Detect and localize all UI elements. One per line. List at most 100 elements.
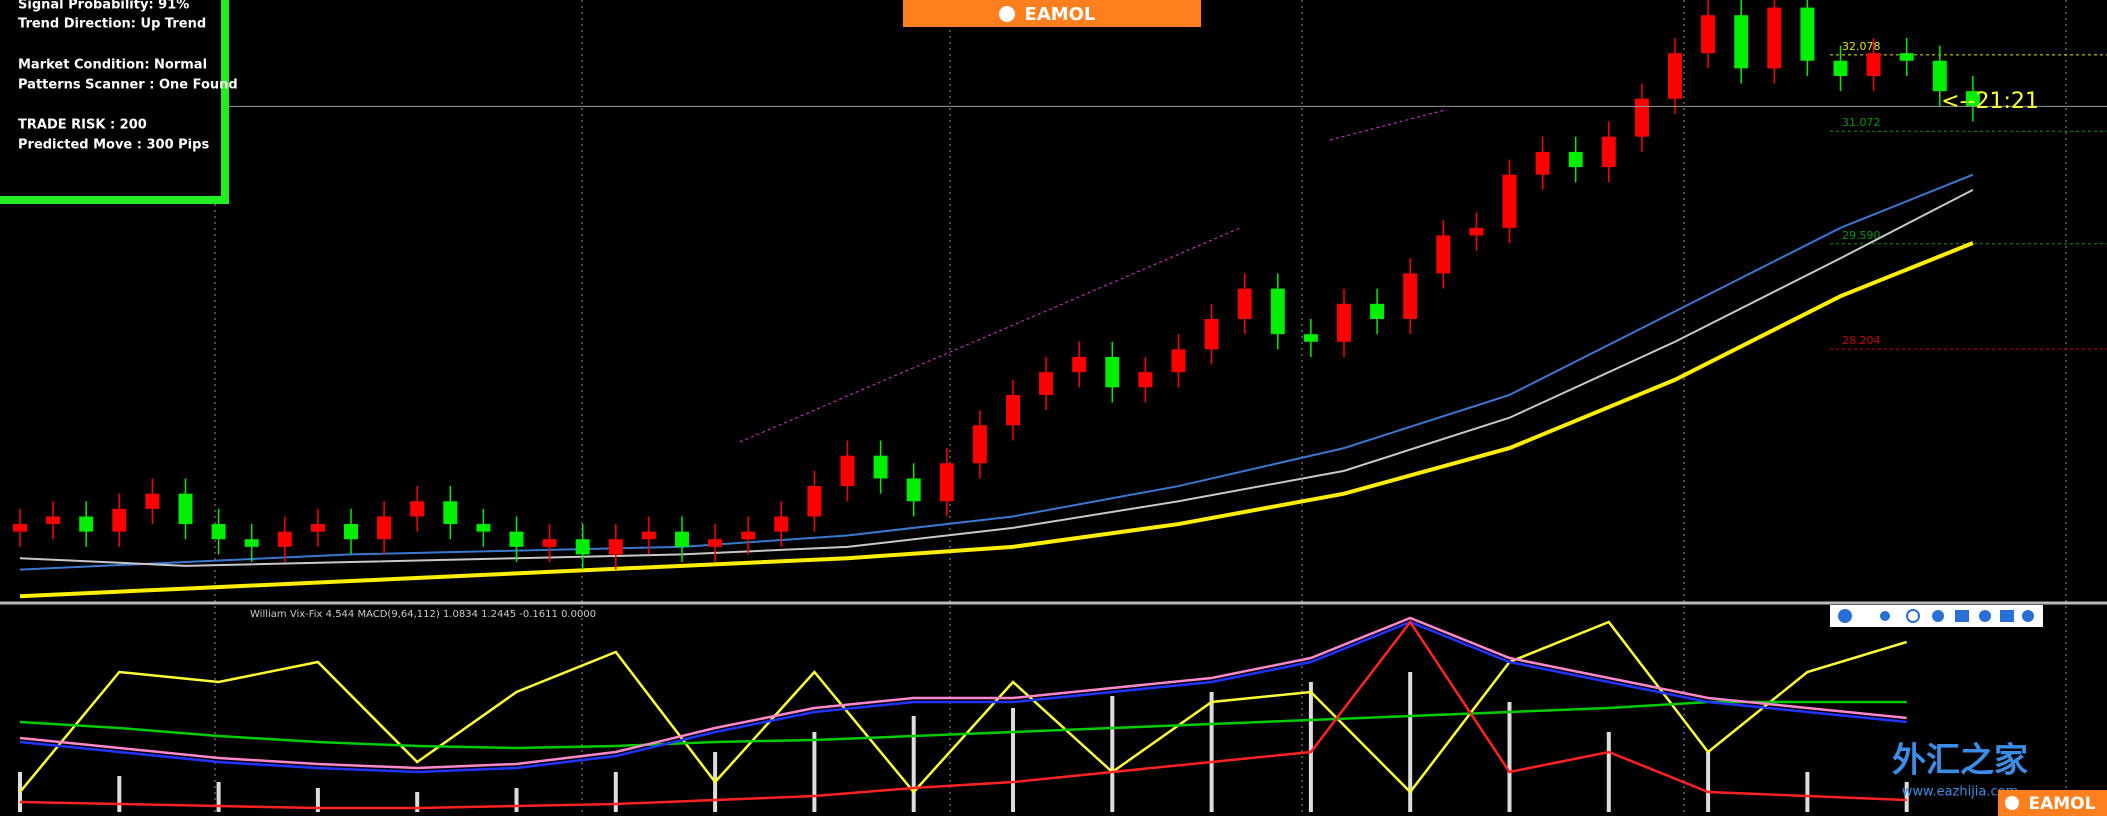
info-line: Signal Probability: 91% [18, 0, 189, 13]
toolbar-icon[interactable] [1979, 610, 1991, 622]
info-panel: Signal Probability: 91% Trend Direction: … [0, 0, 238, 204]
histogram-bar [1606, 732, 1611, 812]
logo-box [903, 0, 1201, 27]
toolbar-icon[interactable] [1838, 609, 1852, 623]
toolbar-icon[interactable] [1955, 610, 1969, 622]
candle-body [1403, 273, 1418, 319]
info-line: TRADE RISK : 200 [18, 118, 147, 133]
toolbar-icon[interactable] [1880, 611, 1890, 621]
toolbar-icon[interactable] [2022, 610, 2034, 622]
candle-body [774, 516, 789, 532]
info-box [0, 0, 229, 204]
moving-average [19, 241, 1974, 599]
candle-body [1502, 174, 1517, 228]
candle-body [1965, 91, 1980, 107]
toolbar-icon[interactable] [1932, 610, 1944, 622]
candle-body [112, 508, 127, 532]
level-label: 29.590 [1842, 229, 1881, 242]
logo-bottom: EAMOL [1998, 790, 2107, 816]
candle-body [1469, 227, 1484, 236]
histogram-bar [315, 788, 320, 812]
candle-body [807, 486, 822, 517]
candle-body [1006, 394, 1020, 426]
candle-body [1601, 136, 1616, 168]
candle-body [377, 516, 392, 540]
logo-icon [2005, 796, 2019, 810]
candle-body [1734, 15, 1749, 69]
histogram-bar [911, 716, 916, 812]
moving-average [19, 188, 1974, 567]
candle-body [1138, 372, 1153, 388]
level-label: 32.078 [1842, 40, 1881, 53]
candle-body [1634, 98, 1649, 137]
indicator-panel [18, 616, 1909, 812]
histogram-bar [1805, 772, 1810, 812]
info-line: Predicted Move : 300 Pips [18, 138, 209, 153]
candle-body [145, 493, 160, 509]
candle-body [972, 425, 987, 464]
candle-body [1535, 151, 1550, 175]
indicator-header: William Vix-Fix 4.544 MACD(9,64,112) 1.0… [250, 609, 596, 620]
candle-body [178, 493, 193, 525]
candle-body [277, 531, 292, 547]
candle-body [1337, 303, 1351, 342]
price-clock: <--21:21 [1941, 89, 2039, 114]
candle-body [211, 524, 226, 540]
candle-body [443, 501, 458, 525]
histogram-bar [1011, 708, 1015, 812]
histogram-bar [1904, 782, 1909, 812]
candle-body [1701, 15, 1716, 54]
candle-body [1370, 303, 1385, 319]
candle-body [741, 531, 756, 540]
candle-body [1668, 53, 1682, 99]
logo-top: EAMOL [903, 0, 1201, 27]
candle-body [1303, 334, 1318, 342]
candle-body [675, 531, 689, 547]
histogram-bar [812, 732, 817, 812]
info-line: Market Condition: Normal [18, 58, 207, 73]
histogram-bar [415, 792, 420, 812]
candle-body [476, 524, 491, 532]
candle-body [840, 455, 855, 487]
candle-body [244, 539, 259, 547]
candle-body [608, 539, 623, 555]
candle-body [1204, 318, 1219, 350]
time-grid [214, 0, 2067, 816]
price-panel: 32.078 31.072 29.590 28.204 [0, 0, 2107, 599]
candle-body [939, 463, 954, 502]
histogram-bar [1308, 682, 1313, 812]
candle-body [1932, 60, 1947, 92]
candle-body [509, 531, 524, 547]
histogram-bar [216, 782, 221, 812]
candle-body [1039, 372, 1054, 395]
toolbar-icon[interactable] [1906, 609, 1920, 623]
histogram-bar [1507, 702, 1512, 812]
indicator-line [19, 700, 1907, 750]
candle-body [1866, 53, 1881, 76]
histogram-bar [1110, 696, 1115, 812]
indicator-line [19, 620, 1907, 774]
candle-body [410, 501, 425, 517]
info-line: Trend Direction: Up Trend [18, 17, 206, 32]
indicator-line [19, 619, 1907, 810]
candle-body [1171, 349, 1186, 373]
candle-body [906, 478, 921, 502]
candle-body [1833, 60, 1848, 76]
watermark-url: www.eazhijia.com [1902, 785, 2019, 800]
candle-body [79, 516, 94, 532]
logo-text: EAMOL [1025, 4, 1096, 25]
candle-body [344, 524, 358, 540]
watermark-text: 外汇之家 [1892, 741, 2028, 781]
toolbar-icon[interactable] [2000, 610, 2014, 622]
histogram-bar [613, 772, 618, 812]
level-label: 28.204 [1842, 334, 1881, 347]
histogram-bar [514, 788, 519, 812]
level-label: 31.072 [1842, 116, 1881, 129]
logo-text: EAMOL [2029, 794, 2096, 814]
histogram-bar [1209, 692, 1214, 812]
candle-body [873, 455, 888, 479]
candle-body [575, 539, 590, 555]
